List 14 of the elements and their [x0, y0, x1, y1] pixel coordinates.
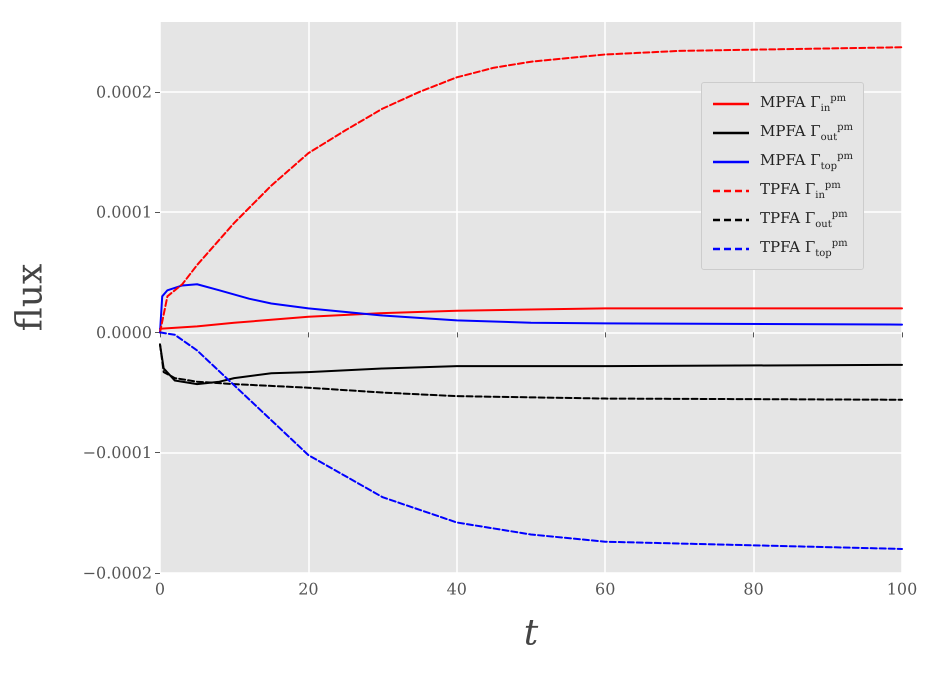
y-tick-label: 0.0001: [96, 202, 152, 222]
x-tick-label: 40: [446, 580, 467, 598]
y-tick-label: 0.0000: [96, 322, 152, 342]
y-axis-title: flux: [10, 264, 50, 332]
y-tick-label: −0.0001: [82, 443, 152, 462]
y-tick-label: 0.0002: [96, 82, 152, 102]
line-series: [159, 46, 903, 334]
x-tick-label: 60: [595, 580, 616, 598]
x-tick-label: 0: [154, 580, 166, 598]
x-tick-label: 100: [886, 580, 918, 598]
x-tick-label: 80: [743, 580, 764, 598]
x-axis-title: t: [524, 612, 539, 654]
x-tick-label: 20: [298, 580, 319, 598]
y-tick-label: −0.0002: [82, 564, 152, 582]
